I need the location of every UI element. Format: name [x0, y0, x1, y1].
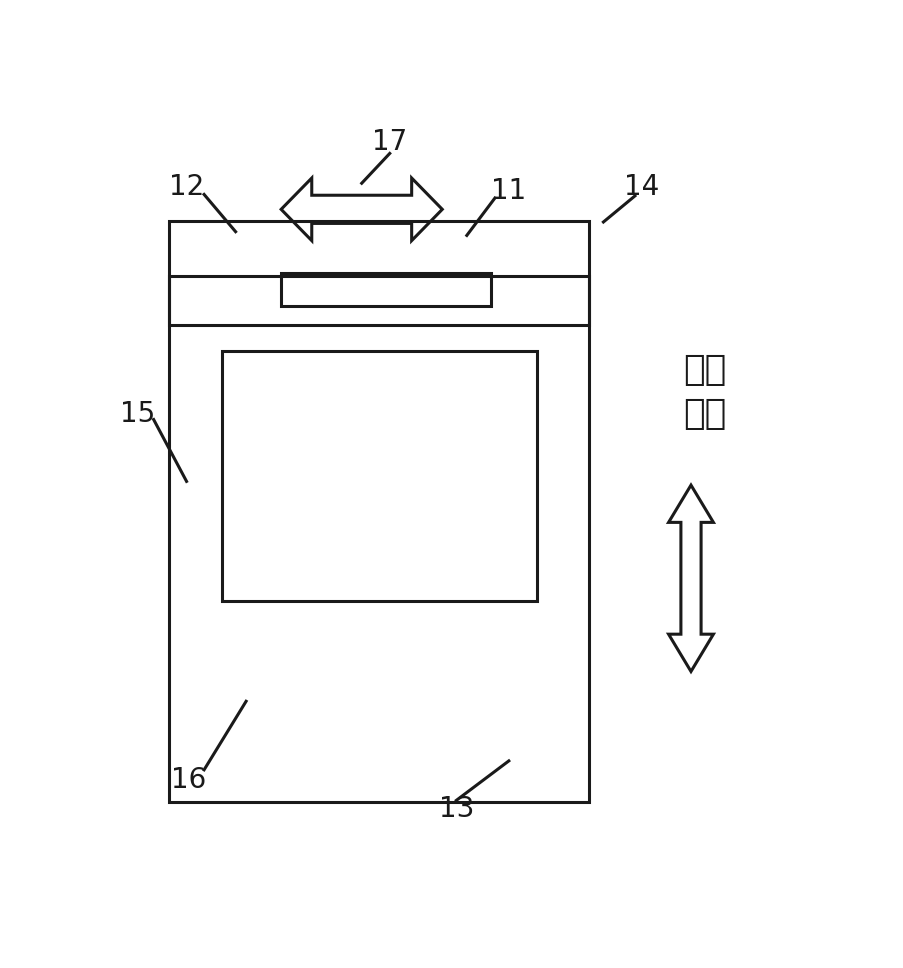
Text: 17: 17: [372, 128, 407, 156]
Text: 14: 14: [624, 173, 659, 201]
Text: 充磁
方向: 充磁 方向: [683, 352, 726, 432]
Text: 15: 15: [120, 401, 155, 428]
Text: 12: 12: [169, 173, 204, 201]
Text: 13: 13: [438, 796, 473, 824]
Text: 16: 16: [171, 766, 206, 794]
Text: 11: 11: [490, 177, 526, 204]
